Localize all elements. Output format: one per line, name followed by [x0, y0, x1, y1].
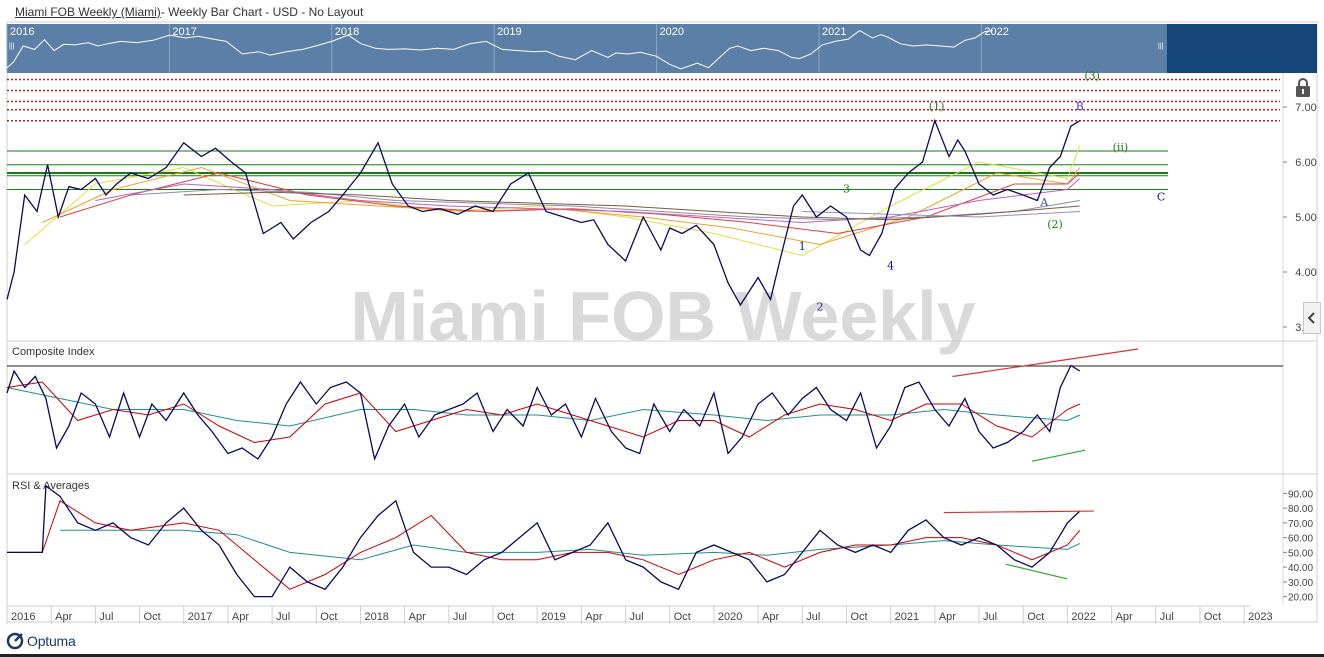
composite-panel-title: Composite Index: [12, 346, 95, 358]
rsi-y-tick-label: 70.00: [1288, 519, 1313, 530]
chart-title-bar: Miami FOB Weekly (Miami) - Weekly Bar Ch…: [0, 0, 1324, 22]
x-axis-tick-label: Apr: [939, 611, 956, 623]
rsi-y-tick-label: 50.00: [1288, 548, 1313, 559]
x-axis-tick-label: Jul: [453, 611, 467, 623]
chevron-left-icon: [1307, 312, 1315, 324]
elliott-wave-label: 2: [816, 301, 823, 314]
elliott-wave-label: (2): [1047, 218, 1063, 231]
lock-icon: [1296, 78, 1310, 97]
navigator-right-block: [1167, 24, 1317, 73]
navigator-year-label: 2017: [172, 26, 196, 38]
navigator-price-line: [6, 30, 993, 70]
x-axis-tick-label: Oct: [674, 611, 691, 623]
x-axis-tick-label: Jul: [983, 611, 997, 623]
elliott-wave-label: 3: [843, 182, 850, 195]
x-axis-tick-label: Oct: [497, 611, 514, 623]
x-axis-tick-label: 2021: [895, 611, 919, 623]
navigator-year-label: 2016: [10, 26, 34, 38]
navigator-handle-right: |||: [1158, 43, 1164, 50]
composite-divergence-line: [1031, 449, 1086, 462]
watermark-text: Miami FOB Weekly: [350, 277, 975, 355]
rsi-slow_average-line: [60, 529, 1081, 561]
x-axis-tick-label: Jul: [806, 611, 820, 623]
elliott-wave-label: B: [1076, 100, 1084, 113]
x-axis-tick-label: 2019: [541, 611, 565, 623]
x-axis-tick-label: Apr: [1116, 611, 1133, 623]
price-moving-average-line: [802, 211, 1080, 218]
x-axis-tick-label: Oct: [850, 611, 867, 623]
elliott-wave-label: 4: [887, 259, 894, 272]
bottom-bar: [0, 654, 1324, 657]
optuma-logo-icon: [6, 632, 24, 650]
rsi-fast_average-line: [7, 500, 1081, 590]
x-axis-tick-label: Jul: [630, 611, 644, 623]
navigator-strip: 2016 2017 2018 2019 2020 2021 2022 ||| |||: [6, 24, 1317, 73]
price-moving-average-line: [95, 178, 1081, 224]
x-axis-tick-label: Jul: [1160, 611, 1174, 623]
rsi-y-tick-label: 80.00: [1288, 504, 1313, 515]
x-axis-tick-label: 2016: [11, 611, 35, 623]
composite-divergence-line: [952, 348, 1139, 378]
chart-symbol-link[interactable]: Miami FOB Weekly (Miami): [15, 5, 161, 19]
price-line: [6, 118, 1081, 307]
elliott-wave-label: A: [1039, 196, 1049, 209]
rsi-y-tick-label: 40.00: [1288, 563, 1313, 574]
price-y-tick-label: 4.00: [1295, 267, 1316, 279]
chart-title-text: - Weekly Bar Chart - USD - No Layout: [160, 5, 364, 19]
elliott-wave-label: 1: [799, 240, 806, 253]
navigator-background: [7, 24, 1167, 73]
x-axis-tick-label: 2020: [718, 611, 742, 623]
logo-text: Optuma: [27, 633, 76, 649]
rsi-y-tick-label: 90.00: [1288, 489, 1313, 500]
elliott-wave-label: (1): [929, 100, 945, 113]
x-axis-tick-label: Oct: [320, 611, 337, 623]
navigator-handle-left: |||: [9, 43, 15, 50]
rsi-y-tick-label: 20.00: [1288, 593, 1313, 604]
chart-frame: [6, 21, 1318, 623]
rsi-panel-title: RSI & Averages: [12, 480, 90, 492]
composite-composite-line: [6, 364, 1081, 462]
x-axis-tick-label: Oct: [1204, 611, 1221, 623]
navigator-year-label: 2021: [822, 26, 846, 38]
price-y-tick-label: 6.00: [1295, 157, 1316, 169]
optuma-logo: Optuma: [6, 630, 76, 652]
x-axis-tick-label: Oct: [1027, 611, 1044, 623]
rsi-y-tick-label: 30.00: [1288, 578, 1313, 589]
elliott-wave-label: (ii): [1113, 141, 1129, 154]
navigator-year-label: 2018: [335, 26, 359, 38]
x-axis-tick-label: 2022: [1071, 611, 1095, 623]
x-axis-tick-label: Apr: [409, 611, 426, 623]
price-y-tick-label: 7.00: [1295, 102, 1316, 114]
scroll-panel-button[interactable]: [1303, 302, 1321, 334]
x-axis-tick-label: 2017: [188, 611, 212, 623]
navigator-year-label: 2020: [660, 26, 684, 38]
navigator-year-label: 2019: [497, 26, 521, 38]
x-axis-tick-label: Jul: [276, 611, 290, 623]
x-axis-tick-label: Apr: [762, 611, 779, 623]
price-moving-average-line: [42, 166, 1081, 246]
rsi-divergence-line: [943, 510, 1094, 514]
x-axis-tick-label: Oct: [144, 611, 161, 623]
x-axis-tick-label: Jul: [99, 611, 113, 623]
elliott-wave-label: C: [1157, 191, 1165, 204]
price-moving-average-line: [183, 191, 1080, 221]
elliott-wave-label: (3): [1084, 70, 1100, 83]
x-axis-tick-label: Apr: [585, 611, 602, 623]
price-y-tick-label: 5.00: [1295, 212, 1316, 224]
composite-fast_average-line: [6, 381, 1081, 444]
rsi-y-tick-label: 60.00: [1288, 534, 1313, 545]
rsi-rsi-line: [7, 484, 1081, 598]
x-axis-tick-label: 2018: [364, 611, 388, 623]
x-axis-tick-label: Apr: [55, 611, 72, 623]
rsi-divergence-line: [1005, 563, 1068, 580]
x-axis-tick-label: Apr: [232, 611, 249, 623]
x-axis-tick-label: 2023: [1248, 611, 1272, 623]
lock-button[interactable]: [1290, 76, 1316, 100]
navigator-year-label: 2022: [984, 26, 1008, 38]
